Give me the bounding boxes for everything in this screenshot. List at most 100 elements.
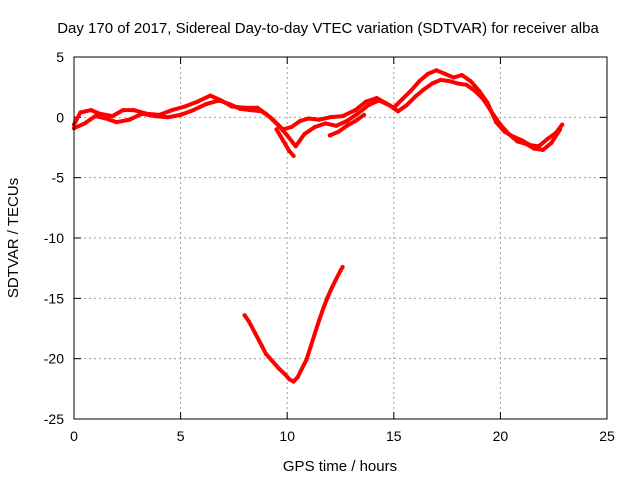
y-axis-label: SDTVAR / TECUs [5, 178, 22, 298]
data-point [287, 149, 292, 154]
y-tick-label: -25 [44, 411, 64, 427]
y-tick-label: -15 [44, 290, 64, 306]
x-tick-label: 20 [493, 428, 509, 444]
x-tick-label: 5 [177, 428, 185, 444]
y-tick-label: 5 [56, 49, 64, 65]
data-point [434, 68, 439, 73]
data-point [274, 127, 279, 132]
data-point [327, 115, 332, 120]
data-point [443, 71, 447, 76]
data-point [302, 132, 307, 137]
data-point [558, 127, 563, 132]
y-tick-label: -10 [44, 230, 64, 246]
data-point [355, 111, 360, 116]
data-point [438, 77, 443, 82]
data-point [321, 306, 326, 310]
data-point [178, 112, 183, 117]
chart-title: Day 170 of 2017, Sidereal Day-to-day VTE… [57, 20, 599, 37]
data-point [78, 110, 83, 115]
data-point [121, 108, 125, 113]
data-point [425, 71, 430, 76]
data-point [268, 115, 273, 120]
x-tick-label: 15 [386, 428, 402, 444]
data-point [308, 344, 313, 349]
data-point [387, 103, 392, 108]
data-point [97, 111, 102, 116]
data-point [312, 125, 317, 129]
data-point [447, 79, 452, 84]
data-point [498, 122, 503, 127]
data-point [278, 134, 283, 139]
data-point [312, 331, 317, 336]
data-point [191, 108, 196, 113]
data-point [325, 295, 330, 300]
data-point [451, 75, 456, 80]
data-point [283, 141, 288, 146]
y-tick-label: -20 [44, 351, 64, 367]
data-point [270, 359, 275, 364]
data-point [323, 121, 328, 126]
data-point [298, 119, 302, 123]
data-point [291, 379, 296, 384]
data-point [417, 79, 422, 84]
data-point [472, 88, 477, 93]
data-point [353, 119, 358, 123]
data-point [204, 102, 209, 107]
data-point [182, 104, 187, 109]
data-point [317, 318, 322, 323]
data-point [283, 372, 288, 377]
data-point [515, 139, 520, 144]
data-point [291, 153, 296, 158]
data-point [293, 144, 298, 149]
data-point [93, 114, 98, 119]
data-point [560, 122, 565, 127]
data-point [227, 102, 232, 107]
data-point [114, 120, 119, 125]
data-point [208, 93, 213, 98]
series-line-2 [72, 77, 563, 152]
data-point [330, 285, 334, 290]
data-point [289, 125, 294, 129]
data-point [242, 313, 247, 318]
data-point [376, 98, 381, 103]
data-point [127, 117, 132, 122]
data-point [344, 119, 349, 123]
data-point [110, 114, 115, 119]
grid [74, 57, 607, 419]
data-point [131, 108, 136, 113]
data-point [460, 73, 464, 78]
data-point [263, 351, 268, 356]
data-point [334, 277, 339, 281]
x-axis-label: GPS time / hours [283, 458, 397, 475]
data-point [249, 108, 253, 113]
data-point [362, 112, 366, 117]
data-point [276, 366, 281, 371]
data-point [404, 103, 409, 108]
data-point [336, 129, 341, 134]
data-point [238, 106, 243, 111]
data-point [276, 123, 281, 128]
data-point [364, 99, 369, 104]
data-point [82, 121, 87, 126]
data-point [285, 133, 290, 138]
data-point [421, 87, 426, 92]
data-point [253, 331, 258, 336]
y-tick-label: -5 [52, 170, 65, 186]
data-point [338, 268, 343, 273]
data-point [317, 117, 322, 122]
series-line-5 [242, 265, 345, 384]
data-point [506, 132, 511, 137]
data-point [287, 377, 292, 382]
data-point [340, 265, 345, 269]
data-point [165, 115, 170, 120]
data-point [532, 146, 537, 151]
data-point [396, 109, 401, 114]
data-point [524, 141, 528, 146]
data-point [464, 82, 469, 87]
data-point [366, 103, 371, 108]
data-point [430, 81, 435, 86]
data-point [545, 137, 550, 142]
data-point [468, 79, 473, 84]
